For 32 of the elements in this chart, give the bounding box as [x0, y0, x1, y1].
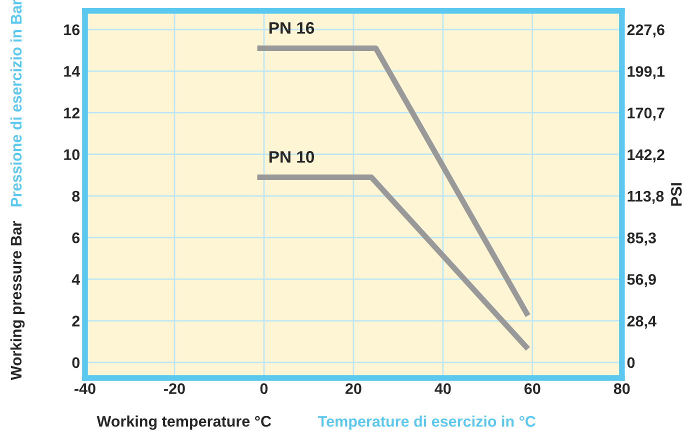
y2-tick-label: 113,8 [628, 190, 664, 204]
text: Pressione di esercizio in Bar [10, 0, 22, 206]
y-tick-label: 8 [72, 190, 80, 202]
y2-tick-label: 0 [627, 357, 635, 368]
x-tick-label: -20 [164, 383, 185, 394]
y-tick-label: 0 [72, 357, 80, 368]
y-axis-title: Working pressure Bar [10, 221, 25, 380]
x-tick-label: 20 [345, 383, 362, 394]
x-axis-title: Working temperature °C [96, 416, 272, 430]
y-tick-label: 10 [64, 149, 80, 160]
series-label: PN 16 [269, 22, 314, 34]
y2-tick-label: 227,6 [627, 24, 664, 38]
y-tick-label: 14 [64, 66, 80, 77]
x-tick-label: 60 [524, 383, 540, 394]
series-label: PN 10 [269, 151, 314, 163]
text: Temperature di esercizio in °C [318, 416, 536, 430]
y-tick-label: 12 [64, 108, 80, 118]
y-tick-label: 6 [72, 232, 80, 244]
y2-tick-label: 199,1 [628, 66, 665, 80]
x-tick-label: 0 [260, 383, 268, 394]
y2-axis-title: PSI [670, 183, 682, 206]
x-tick-label: -40 [74, 383, 96, 394]
y-tick-label: 2 [72, 316, 80, 326]
y2-tick-label: 85,3 [627, 232, 656, 246]
y2-tick-label: 170,7 [628, 108, 664, 121]
y2-tick-label: 56,9 [627, 274, 656, 288]
x-tick-label: 80 [614, 383, 630, 394]
x-tick-label: 40 [434, 383, 451, 394]
y2-tick-label: 142,2 [628, 149, 664, 162]
y2-tick-label: 28,4 [627, 316, 656, 329]
y-tick-label: 16 [64, 24, 80, 36]
y-tick-label: 4 [72, 274, 80, 285]
